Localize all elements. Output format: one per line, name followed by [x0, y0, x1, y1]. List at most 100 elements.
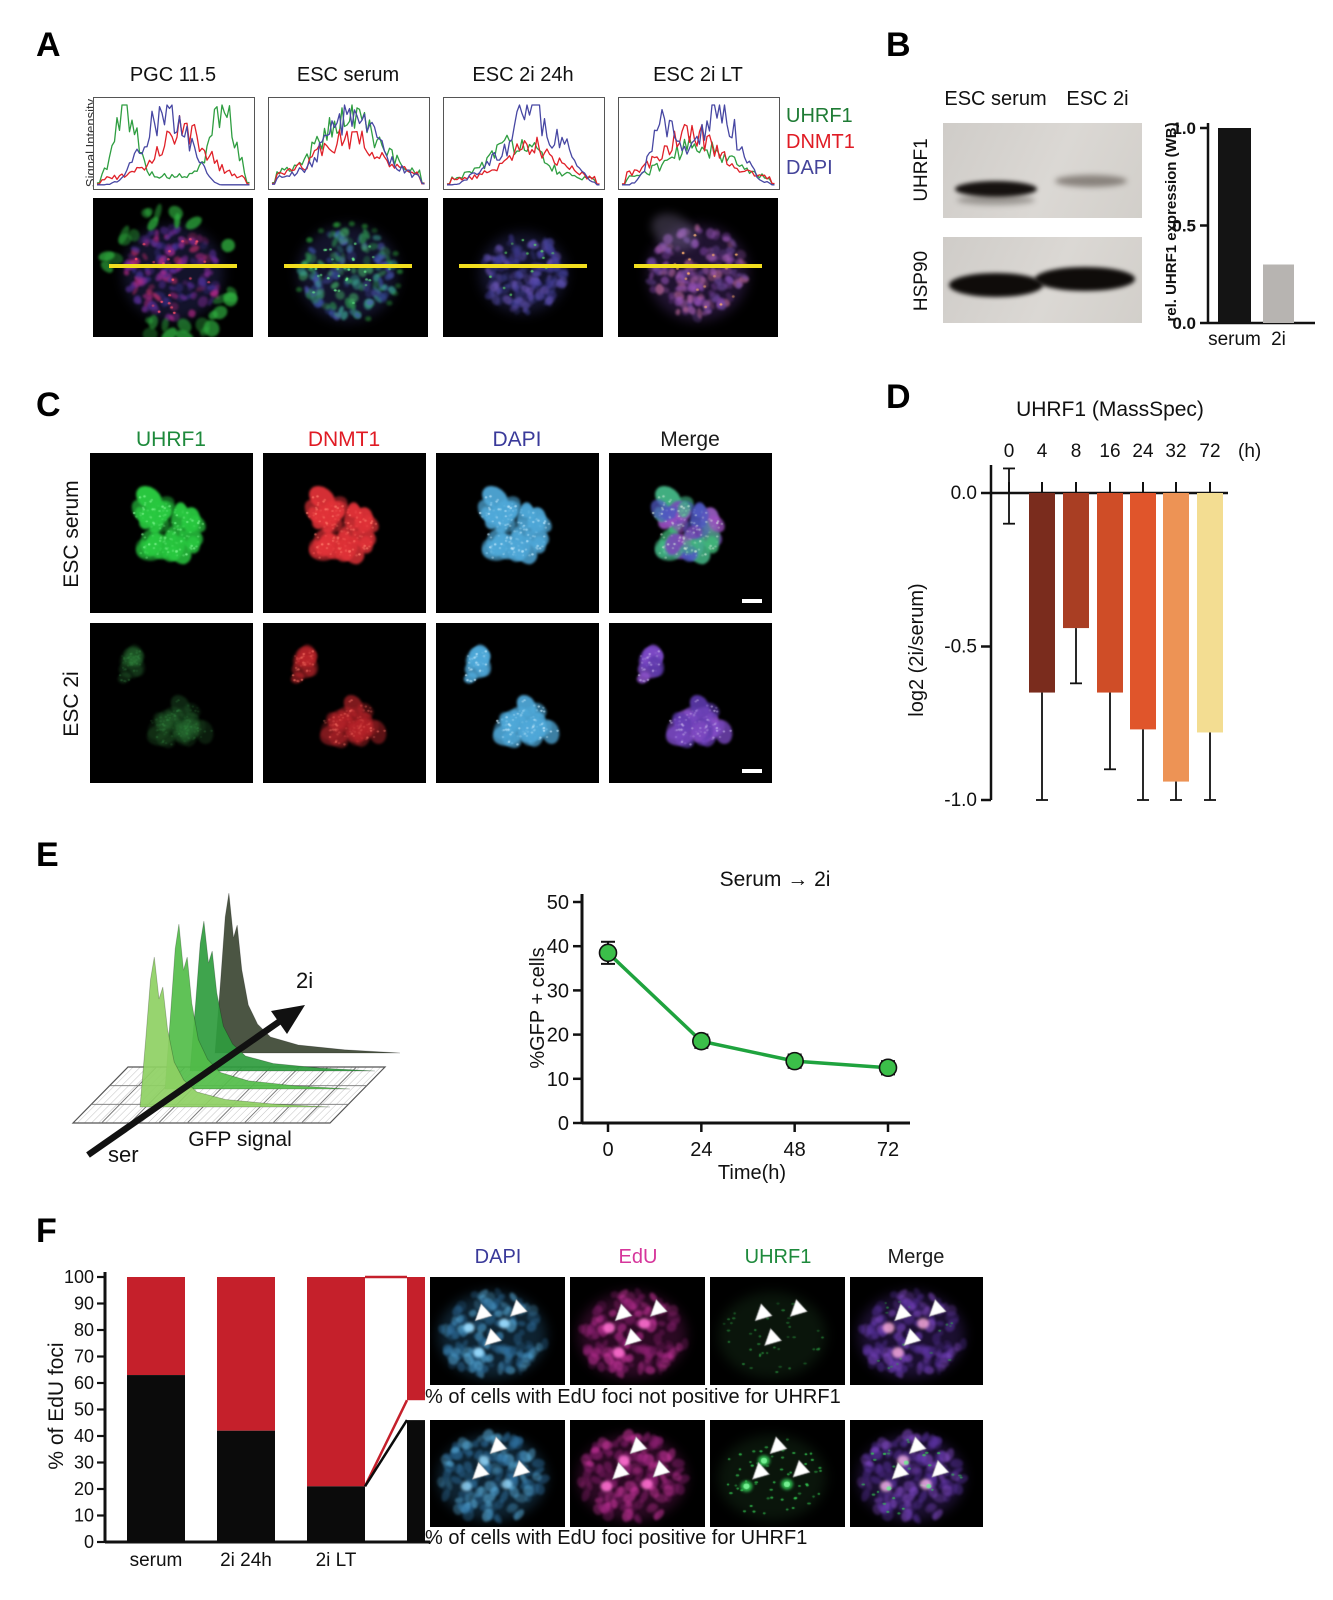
f-image-pos-edu	[570, 1420, 705, 1527]
a-col-title-1: ESC serum	[296, 64, 400, 86]
b-band-hsp90-serum	[949, 273, 1043, 297]
f-caption-positive: % of cells with EdU foci positive for UH…	[425, 1527, 808, 1549]
f-image-neg-uhrf1	[710, 1277, 845, 1385]
svg-text:1.0: 1.0	[1172, 119, 1196, 138]
a-scanline-2	[459, 264, 587, 268]
a-legend-dapi: DAPI	[786, 157, 833, 179]
svg-text:72: 72	[877, 1139, 899, 1158]
b-band-uhrf1-serum-shadow	[957, 195, 1035, 205]
b-lane-header-2i: ESC 2i	[1066, 88, 1129, 110]
c-col-label-dnmt1: DNMT1	[307, 428, 381, 451]
svg-text:serum: serum	[130, 1550, 183, 1571]
f-image-pos-dapi	[430, 1420, 565, 1527]
c-image-serum-uhrf1	[90, 453, 253, 613]
svg-text:2i: 2i	[1271, 329, 1286, 350]
c-row-label-serum: ESC serum	[60, 480, 83, 588]
f-col-label-edu: EdU	[618, 1246, 658, 1268]
a-col-title-2: ESC 2i 24h	[472, 64, 574, 86]
e-ridge-x-label: GFP signal	[188, 1128, 292, 1151]
f-image-pos-uhrf1	[710, 1420, 845, 1527]
svg-text:72: 72	[1199, 441, 1220, 462]
c-image-2i-uhrf1	[90, 623, 253, 783]
svg-text:0.5: 0.5	[1172, 217, 1196, 236]
svg-text:0.0: 0.0	[1172, 314, 1196, 333]
svg-text:0.0: 0.0	[951, 483, 977, 504]
c-row-label-2i: ESC 2i	[60, 671, 83, 737]
svg-text:20: 20	[74, 1479, 94, 1499]
b-band-uhrf1-serum	[955, 181, 1037, 197]
svg-text:50: 50	[547, 892, 569, 914]
b-band-uhrf1-2i	[1055, 175, 1127, 187]
a-scanline-3	[634, 264, 762, 268]
panel-a-letter: A	[36, 26, 61, 64]
a-scanline-1	[284, 264, 412, 268]
svg-text:10: 10	[74, 1506, 94, 1526]
panel-b-letter: B	[886, 26, 911, 64]
f-edu-foci-chart: 0 10 20 30 40 50 60 70 80 90 100 serum 2i 24h 2i LT	[64, 1267, 430, 1571]
panel-e-letter: E	[36, 836, 59, 874]
e-gfp-ridgeline-plot	[71, 892, 401, 1158]
c-image-serum-dapi	[436, 453, 599, 613]
svg-text:40: 40	[547, 936, 569, 958]
c-col-label-uhrf1: UHRF1	[135, 428, 206, 451]
svg-text:0: 0	[602, 1139, 613, 1158]
f-image-neg-dapi	[430, 1277, 565, 1385]
svg-text:70: 70	[74, 1347, 94, 1367]
svg-text:serum: serum	[1208, 329, 1261, 350]
svg-text:48: 48	[784, 1139, 806, 1158]
panel-f-letter: F	[36, 1212, 57, 1250]
f-col-label-merge: Merge	[887, 1246, 945, 1268]
panel-c-letter: C	[36, 386, 61, 424]
a-scanline-0	[109, 264, 237, 268]
b-lane-header-serum: ESC serum	[944, 88, 1047, 110]
b-blot-row-label-hsp90: HSP90	[911, 250, 932, 312]
svg-text:40: 40	[74, 1426, 94, 1446]
b-blot-uhrf1	[943, 123, 1142, 218]
svg-text:10: 10	[547, 1069, 569, 1091]
svg-text:24: 24	[690, 1139, 712, 1158]
svg-text:60: 60	[74, 1373, 94, 1393]
e-x-axis-label: Time(h)	[717, 1162, 787, 1184]
a-legend-uhrf1: UHRF1	[786, 105, 853, 127]
a-intensity-plot-serum	[268, 97, 430, 190]
c-image-2i-dnmt1	[263, 623, 426, 783]
f-caption-negative: % of cells with EdU foci not positive fo…	[425, 1386, 841, 1408]
svg-text:-0.5: -0.5	[944, 637, 977, 658]
svg-text:32: 32	[1165, 441, 1186, 462]
svg-text:16: 16	[1099, 441, 1120, 462]
f-image-pos-merge	[850, 1420, 983, 1527]
c-col-label-dapi: DAPI	[492, 428, 542, 451]
svg-text:2i 24h: 2i 24h	[220, 1550, 272, 1571]
e-gfp-line-chart: 0 10 20 30 40 50 0 24 48 72	[547, 892, 910, 1158]
svg-text:90: 90	[74, 1294, 94, 1314]
e-ridge-end-label: 2i	[296, 968, 314, 993]
a-legend-dnmt1: DNMT1	[786, 131, 855, 153]
c-image-2i-merge	[609, 623, 772, 783]
svg-text:(h): (h)	[1238, 441, 1261, 462]
c-image-2i-dapi	[436, 623, 599, 783]
panel-d-letter: D	[886, 378, 911, 416]
c-scalebar-serum	[742, 599, 762, 603]
svg-text:20: 20	[547, 1025, 569, 1047]
b-wb-quant-chart: 0.0 0.5 1.0 serum 2i	[1172, 119, 1315, 350]
svg-text:0: 0	[84, 1532, 94, 1552]
svg-text:-1.0: -1.0	[944, 790, 977, 811]
svg-text:0: 0	[558, 1113, 569, 1135]
svg-text:30: 30	[547, 980, 569, 1002]
a-col-title-0: PGC 11.5	[129, 64, 217, 86]
f-image-neg-merge	[850, 1277, 983, 1385]
c-image-serum-dnmt1	[263, 453, 426, 613]
svg-text:80: 80	[74, 1320, 94, 1340]
b-blot-hsp90	[943, 237, 1142, 323]
svg-text:100: 100	[64, 1267, 94, 1287]
svg-text:8: 8	[1071, 441, 1082, 462]
svg-text:30: 30	[74, 1453, 94, 1473]
b-band-hsp90-2i	[1035, 267, 1135, 291]
svg-text:2i LT: 2i LT	[316, 1550, 357, 1571]
svg-text:50: 50	[74, 1400, 94, 1420]
a-col-title-3: ESC 2i LT	[653, 64, 743, 86]
a-intensity-plot-2ilt	[618, 97, 780, 190]
c-col-label-merge: Merge	[660, 428, 720, 451]
c-image-serum-merge	[609, 453, 772, 613]
